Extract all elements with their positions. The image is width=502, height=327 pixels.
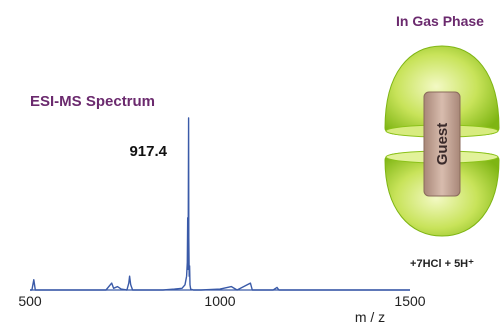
x-axis-label: m / z (355, 309, 385, 325)
x-tick-label: 1500 (394, 293, 425, 309)
guest-label: Guest (434, 123, 451, 166)
spectrum-plot (30, 117, 410, 291)
x-tick-labels: 500 1000 1500 (18, 293, 425, 309)
guest-molecule (423, 91, 461, 197)
x-tick-label: 500 (18, 293, 42, 309)
chart-title: ESI-MS Spectrum (30, 93, 155, 110)
x-tick-label: 1000 (204, 293, 235, 309)
equation-label: +7HCl + 5H⁺ (410, 258, 474, 270)
inset-title: In Gas Phase (396, 13, 484, 29)
gas-phase-inset: In Gas Phase Guest +7HCl + 5H⁺ (384, 13, 500, 270)
spectrum-trace (30, 117, 410, 291)
peak-label: 917.4 (129, 143, 167, 160)
